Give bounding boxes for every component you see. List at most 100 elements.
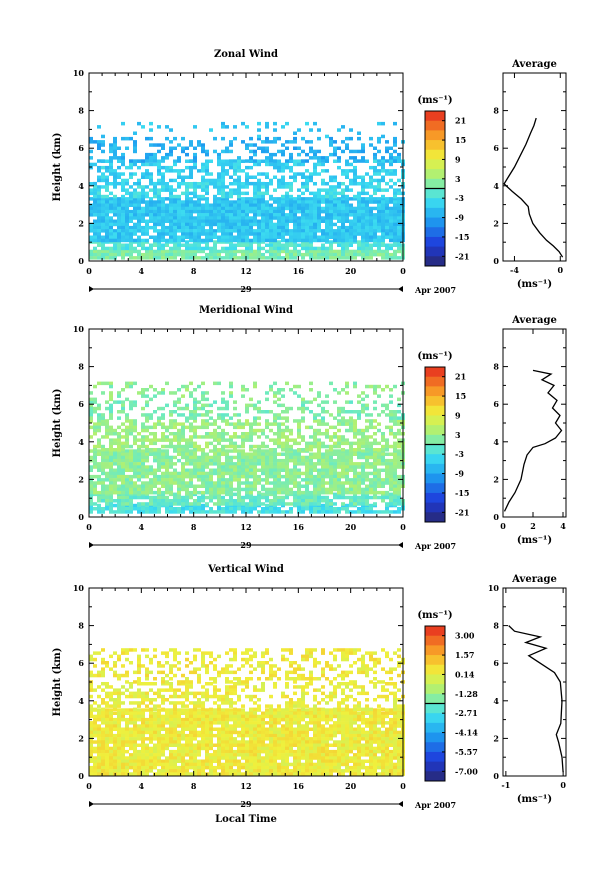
heatmap-cell (313, 235, 317, 239)
heatmap-cell (269, 384, 273, 389)
heatmap-cell (273, 502, 277, 506)
heatmap-cell (249, 175, 253, 179)
heatmap-cell (301, 252, 305, 257)
heatmap-cell (245, 388, 249, 392)
heatmap-cell (337, 711, 341, 715)
heatmap-cell (381, 490, 385, 495)
heatmap-cell (285, 714, 289, 719)
heatmap-cell (201, 229, 205, 233)
heatmap-cell (213, 219, 217, 223)
heatmap-cell (173, 219, 177, 223)
heatmap-cell (281, 256, 285, 260)
heatmap-cell (309, 140, 313, 144)
heatmap-cell (245, 243, 249, 247)
heatmap-cell (265, 222, 269, 227)
heatmap-cell (393, 474, 397, 479)
heatmap-cell (233, 502, 237, 506)
heatmap-cell (329, 188, 333, 192)
heatmap-cell (173, 136, 177, 141)
heatmap-cell (277, 256, 281, 260)
heatmap-cell (329, 478, 333, 482)
heatmap-cell (253, 185, 257, 189)
heatmap-cell (213, 249, 217, 254)
heatmap-cell (125, 495, 129, 500)
heatmap-cell (117, 225, 121, 230)
heatmap-cell (297, 452, 301, 456)
heatmap-cell (113, 249, 117, 254)
heatmap-cell (281, 213, 285, 217)
heatmap-cell (161, 484, 165, 488)
heatmap-cell (305, 711, 309, 715)
heatmap-cell (361, 432, 365, 436)
heatmap-cell (269, 249, 273, 254)
heatmap-cell (129, 465, 133, 469)
heatmap-cell (389, 708, 393, 712)
heatmap-cell (361, 225, 365, 230)
heatmap-cell (293, 131, 297, 135)
heatmap-cell (205, 410, 209, 414)
heatmap-cell (177, 448, 181, 452)
heatmap-cell (149, 172, 153, 176)
heatmap-cell (233, 243, 237, 247)
heatmap-cell (265, 172, 269, 176)
heatmap-cell (113, 474, 117, 479)
heatmap-cell (309, 490, 313, 495)
heatmap-cell (397, 397, 401, 402)
heatmap-cell (173, 422, 177, 426)
colorbar-tick-label: -3 (455, 449, 464, 459)
heatmap-cell (189, 209, 193, 214)
heatmap-cell (329, 711, 333, 715)
heatmap-cell (365, 209, 369, 214)
heatmap-cell (189, 510, 193, 514)
heatmap-cell (101, 216, 105, 220)
heatmap-cell (353, 462, 357, 466)
heatmap-cell (165, 213, 169, 217)
heatmap-cell (349, 490, 353, 495)
heatmap-cell (229, 468, 233, 472)
heatmap-cell (129, 235, 133, 239)
heatmap-cell (305, 222, 309, 227)
heatmap-cell (157, 249, 161, 254)
heatmap-cell (365, 458, 369, 463)
heatmap-cell (117, 510, 121, 514)
heatmap-cell (121, 428, 125, 433)
heatmap-cell (165, 465, 169, 469)
heatmap-cell (341, 455, 345, 460)
heatmap-cell (193, 159, 197, 163)
heatmap-cell (141, 197, 145, 201)
heatmap-cell (293, 484, 297, 488)
heatmap-cell (249, 490, 253, 495)
heatmap-cell (129, 422, 133, 426)
y-tick-label: 10 (73, 68, 85, 78)
heatmap-cell (361, 216, 365, 220)
heatmap-cell (89, 499, 93, 503)
heatmap-cell (237, 159, 241, 163)
heatmap-cell (105, 714, 109, 719)
heatmap-cell (345, 232, 349, 236)
heatmap-cell (181, 502, 185, 506)
heatmap-cell (129, 499, 133, 503)
heatmap-cell (321, 232, 325, 236)
heatmap-cell (241, 232, 245, 236)
heatmap-cell (141, 394, 145, 398)
heatmap-cell (117, 499, 121, 503)
heatmap-cell (113, 185, 117, 189)
heatmap-cell (365, 455, 369, 460)
heatmap-cell (277, 203, 281, 207)
heatmap-cell (109, 502, 113, 506)
heatmap-cell (305, 200, 309, 204)
heatmap-cell (245, 125, 249, 129)
colorbar-tick-label: 15 (455, 135, 466, 145)
heatmap-cell (117, 416, 121, 420)
heatmap-cell (397, 232, 401, 236)
heatmap-cell (277, 388, 281, 392)
heatmap-cell (373, 481, 377, 485)
heatmap-cell (209, 216, 213, 220)
heatmap-cell (385, 468, 389, 472)
heatmap-cell (177, 471, 181, 476)
heatmap-cell (129, 246, 133, 251)
heatmap-cell (201, 465, 205, 469)
heatmap-cell (177, 249, 181, 254)
heatmap-cell (281, 452, 285, 456)
heatmap-cell (173, 225, 177, 230)
